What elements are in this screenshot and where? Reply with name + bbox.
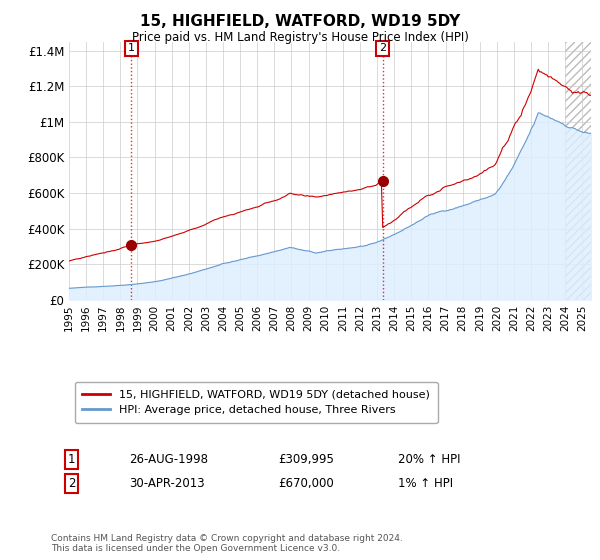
Text: 20% ↑ HPI: 20% ↑ HPI [398,453,460,466]
Text: 1: 1 [128,44,135,53]
Bar [565,42,591,300]
Text: 1% ↑ HPI: 1% ↑ HPI [398,477,453,491]
Text: 15, HIGHFIELD, WATFORD, WD19 5DY: 15, HIGHFIELD, WATFORD, WD19 5DY [140,14,460,29]
Text: Price paid vs. HM Land Registry's House Price Index (HPI): Price paid vs. HM Land Registry's House … [131,31,469,44]
Text: 30-APR-2013: 30-APR-2013 [129,477,205,491]
Text: £670,000: £670,000 [278,477,334,491]
Text: Contains HM Land Registry data © Crown copyright and database right 2024.
This d: Contains HM Land Registry data © Crown c… [51,534,403,553]
Legend: 15, HIGHFIELD, WATFORD, WD19 5DY (detached house), HPI: Average price, detached : 15, HIGHFIELD, WATFORD, WD19 5DY (detach… [74,382,437,423]
Text: 1: 1 [68,453,76,466]
Text: 2: 2 [379,44,386,53]
Text: £309,995: £309,995 [278,453,334,466]
Text: 2: 2 [68,477,76,491]
Text: 26-AUG-1998: 26-AUG-1998 [129,453,208,466]
